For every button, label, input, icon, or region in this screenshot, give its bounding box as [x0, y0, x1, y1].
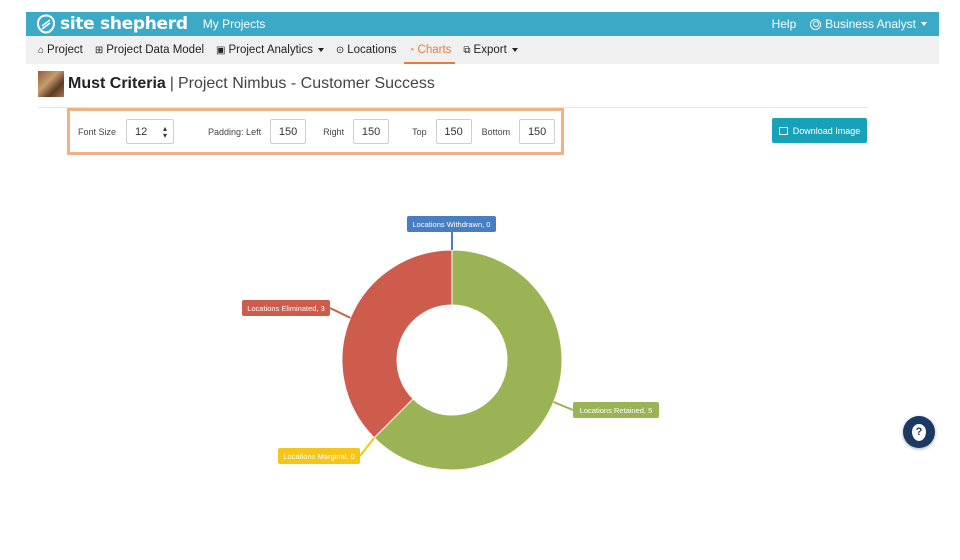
- nav-export[interactable]: ⧉ Export: [457, 36, 523, 64]
- data-label-box: [573, 402, 659, 418]
- chevron-down-icon: [921, 22, 927, 26]
- font-size-select[interactable]: 12 ▴ ▾: [126, 119, 175, 144]
- site-shepherd-logo[interactable]: site shepherd: [36, 14, 188, 34]
- nav-project-analytics-label: Project Analytics: [228, 44, 313, 56]
- data-model-icon: ⊞: [94, 44, 104, 56]
- page-header: Must Criteria | Project Nimbus - Custome…: [38, 70, 435, 97]
- image-icon: [778, 126, 788, 135]
- padding-bottom-label: Bottom: [481, 126, 511, 137]
- slice-locations-eliminated[interactable]: [341, 249, 453, 439]
- page-title: Must Criteria: [68, 74, 166, 92]
- leader-line: [359, 437, 376, 457]
- font-size-label: Font Size: [78, 126, 117, 137]
- my-projects-link[interactable]: My Projects: [202, 17, 266, 31]
- donut-chart: Locations Retained, 5 Locations Marginal,…: [242, 216, 659, 471]
- leader-line: [553, 401, 574, 411]
- font-size-value: 12: [135, 125, 148, 138]
- padding-bottom-value: 150: [527, 125, 547, 138]
- logo-text: site shepherd: [60, 14, 188, 34]
- page-subtitle: Project Nimbus - Customer Success: [177, 74, 435, 92]
- pie-chart-icon: ◔: [408, 44, 415, 56]
- nav-project-analytics[interactable]: ▣ Project Analytics: [210, 36, 330, 64]
- data-label-box: [242, 300, 330, 316]
- chart-settings-panel: Font Size 12 ▴ ▾ Padding: Left 150 Right …: [67, 108, 564, 155]
- project-nav: ⌂ Project ⊞ Project Data Model ▣ Project…: [26, 36, 939, 64]
- user-circle-icon: [810, 18, 822, 30]
- header-divider: [38, 107, 868, 108]
- nav-charts[interactable]: ◔ Charts: [402, 36, 457, 64]
- help-link[interactable]: Help: [771, 17, 797, 31]
- user-menu[interactable]: Business Analyst: [810, 17, 927, 31]
- padding-top-input[interactable]: 150: [435, 119, 472, 144]
- nav-project-data-model[interactable]: ⊞ Project Data Model: [89, 36, 210, 64]
- padding-left-input[interactable]: 150: [270, 119, 307, 144]
- padding-right-input[interactable]: 150: [353, 119, 390, 144]
- nav-export-label: Export: [473, 44, 507, 56]
- padding-left-label: Padding: Left: [208, 126, 262, 137]
- padding-bottom-input[interactable]: 150: [519, 119, 556, 144]
- download-image-button[interactable]: Download Image: [772, 118, 867, 143]
- title-separator: |: [169, 74, 174, 92]
- building-icon: ⌂: [38, 44, 45, 56]
- data-label: Locations Eliminated, 3: [247, 304, 325, 313]
- help-icon: ?: [912, 423, 926, 441]
- map-pin-icon: ⊙: [335, 44, 345, 56]
- download-image-label: Download Image: [792, 125, 861, 136]
- data-label-box: [407, 216, 496, 232]
- data-label: Locations Marginal, 0: [283, 452, 354, 461]
- spinner-icon: ▴ ▾: [163, 123, 168, 140]
- analytics-icon: ▣: [216, 44, 226, 56]
- top-bar: site shepherd My Projects Help Business …: [26, 12, 939, 36]
- leader-line: [329, 307, 351, 319]
- nav-project-data-model-label: Project Data Model: [106, 44, 205, 56]
- data-label: Locations Withdrawn, 0: [413, 220, 491, 229]
- data-label: Locations Retained, 5: [580, 406, 653, 415]
- padding-top-value: 150: [444, 125, 463, 138]
- project-thumbnail: [38, 70, 64, 97]
- nav-locations-label: Locations: [347, 44, 397, 56]
- logo-icon: [36, 14, 56, 34]
- nav-project[interactable]: ⌂ Project: [26, 36, 89, 64]
- chevron-down-icon: [317, 48, 324, 52]
- chevron-down-icon: [511, 48, 518, 52]
- user-name: Business Analyst: [825, 17, 916, 31]
- padding-right-label: Right: [323, 126, 345, 137]
- padding-right-value: 150: [361, 125, 381, 138]
- nav-project-label: Project: [47, 44, 83, 56]
- help-fab[interactable]: ?: [903, 416, 935, 448]
- padding-left-value: 150: [278, 125, 298, 138]
- padding-top-label: Top: [412, 126, 427, 137]
- nav-locations[interactable]: ⊙ Locations: [330, 36, 403, 64]
- external-link-icon: ⧉: [463, 44, 471, 56]
- nav-charts-label: Charts: [417, 44, 452, 56]
- data-label-box: [278, 448, 360, 464]
- slice-locations-retained[interactable]: [373, 249, 563, 471]
